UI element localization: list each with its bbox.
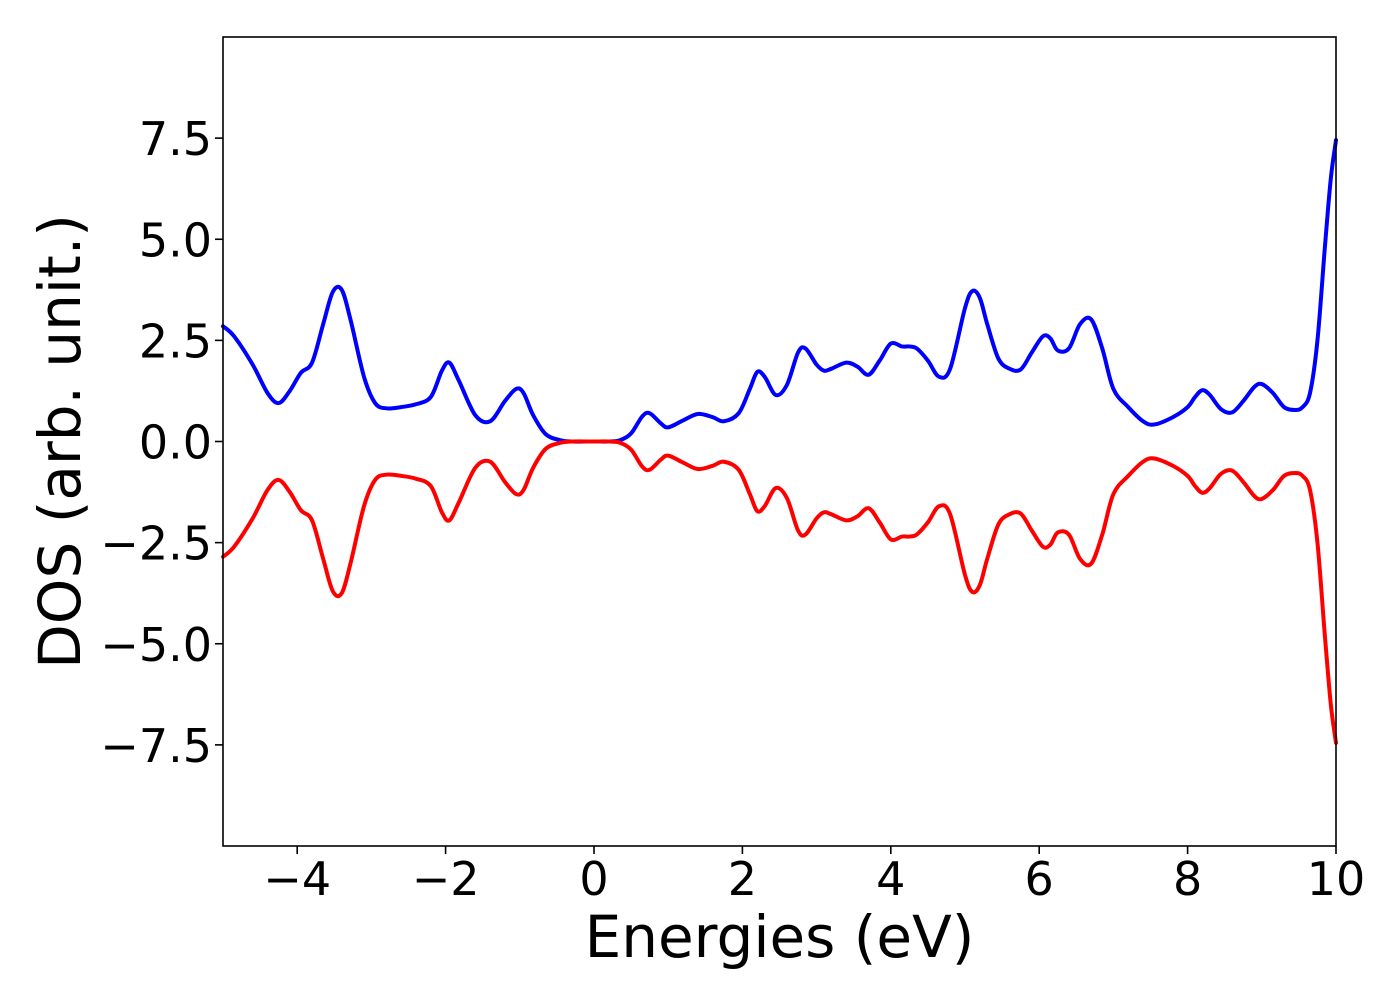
x-tick-label: 4	[876, 852, 905, 906]
y-axis-ticks: −7.5 −5.0 −2.5 0.0 2.5 5.0 7.5	[100, 112, 223, 773]
x-tick-label: 10	[1307, 852, 1366, 906]
x-axis-ticks: −4 −2 0 2 4 6 8 10	[263, 846, 1365, 906]
series-layer	[221, 138, 1338, 745]
x-tick-label: −2	[412, 852, 480, 906]
y-tick-label: −7.5	[100, 719, 212, 773]
y-tick-label: −2.5	[100, 517, 212, 571]
y-tick-label: −5.0	[100, 618, 212, 672]
y-tick-label: 7.5	[139, 112, 212, 166]
x-tick-label: 2	[728, 852, 757, 906]
x-tick-label: 6	[1025, 852, 1054, 906]
x-tick-label: 0	[579, 852, 608, 906]
y-tick-label: 0.0	[139, 416, 212, 470]
x-tick-label: 8	[1173, 852, 1202, 906]
y-axis-label: DOS (arb. unit.)	[26, 214, 94, 669]
x-axis-label: Energies (eV)	[585, 903, 975, 971]
y-tick-label: 5.0	[139, 213, 212, 267]
series-line-spin-up	[221, 138, 1338, 444]
series-line-spin-down	[221, 439, 1338, 745]
y-tick-label: 2.5	[139, 314, 212, 368]
x-tick-label: −4	[263, 852, 331, 906]
